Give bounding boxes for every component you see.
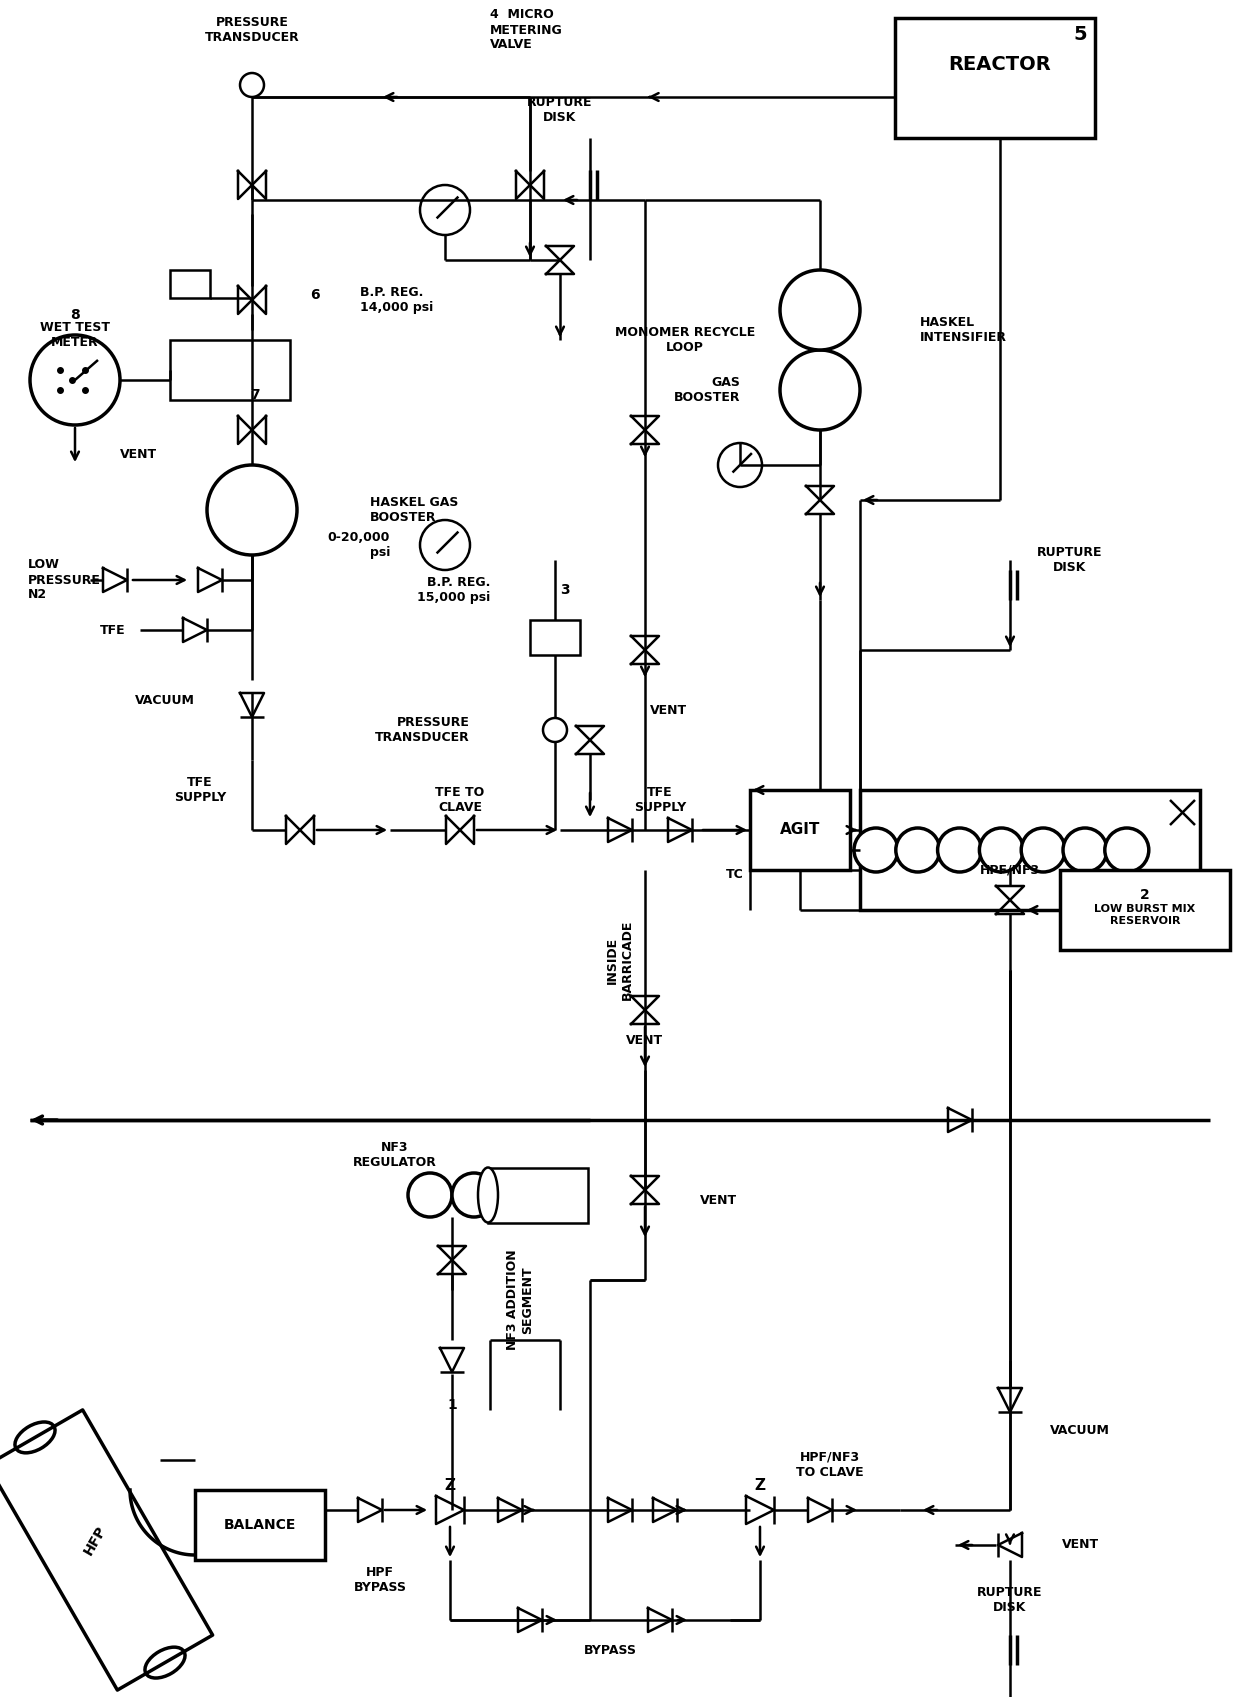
Circle shape (854, 828, 898, 872)
Circle shape (1063, 828, 1107, 872)
Text: AGIT: AGIT (780, 823, 820, 838)
Bar (170, 270, 210, 299)
Text: VACUUM: VACUUM (1050, 1424, 1110, 1436)
Text: NF3 ADDITION
SEGMENT: NF3 ADDITION SEGMENT (506, 1249, 534, 1351)
Text: TFE
SUPPLY: TFE SUPPLY (634, 786, 686, 815)
Text: Z: Z (754, 1478, 765, 1492)
Text: TC: TC (727, 869, 744, 881)
Text: 0-20,000
psi: 0-20,000 psi (327, 531, 391, 558)
Text: HASKEL GAS
BOOSTER: HASKEL GAS BOOSTER (370, 496, 459, 524)
Text: REACTOR: REACTOR (949, 56, 1052, 75)
Text: VENT: VENT (701, 1193, 737, 1207)
Ellipse shape (477, 1168, 498, 1222)
Text: VENT: VENT (120, 448, 157, 462)
Circle shape (241, 73, 264, 97)
Circle shape (1022, 828, 1065, 872)
Text: RUPTURE
DISK: RUPTURE DISK (977, 1587, 1043, 1614)
Text: GAS
BOOSTER: GAS BOOSTER (673, 377, 740, 404)
Bar (489, 1168, 588, 1224)
Text: MONOMER RECYCLE
LOOP: MONOMER RECYCLE LOOP (615, 326, 755, 355)
Text: HPF
BYPASS: HPF BYPASS (353, 1566, 407, 1593)
Text: 1: 1 (448, 1398, 456, 1412)
Text: RUPTURE
DISK: RUPTURE DISK (527, 97, 593, 124)
Circle shape (207, 465, 298, 555)
Text: B.P. REG.
14,000 psi: B.P. REG. 14,000 psi (360, 287, 433, 314)
Circle shape (780, 350, 861, 429)
Circle shape (30, 334, 120, 424)
Text: PRESSURE
TRANSDUCER: PRESSURE TRANSDUCER (376, 716, 470, 743)
Circle shape (895, 828, 940, 872)
Circle shape (980, 828, 1023, 872)
Text: TFE: TFE (100, 623, 125, 636)
Text: INSIDE
BARRICADE: INSIDE BARRICADE (606, 920, 634, 1000)
Text: LOW
PRESSURE
N2: LOW PRESSURE N2 (29, 558, 100, 601)
Text: VENT: VENT (650, 704, 687, 716)
Circle shape (780, 270, 861, 350)
Text: NF3
REGULATOR: NF3 REGULATOR (353, 1140, 436, 1169)
Ellipse shape (145, 1648, 185, 1678)
Text: VENT: VENT (626, 1033, 663, 1047)
Text: HPF/NF3: HPF/NF3 (980, 864, 1040, 876)
Text: HFP: HFP (81, 1522, 109, 1558)
Text: 6: 6 (310, 288, 320, 302)
Bar (529, 619, 580, 655)
Text: 7: 7 (250, 389, 259, 402)
Text: VENT: VENT (1061, 1539, 1099, 1551)
Text: LOW BURST MIX
RESERVOIR: LOW BURST MIX RESERVOIR (1095, 905, 1195, 927)
Text: BYPASS: BYPASS (584, 1643, 636, 1656)
Text: 5: 5 (1073, 25, 1086, 44)
Text: VACUUM: VACUUM (135, 694, 195, 706)
Circle shape (1105, 828, 1148, 872)
Bar (195, 1490, 325, 1560)
Text: RUPTURE
DISK: RUPTURE DISK (1037, 546, 1102, 574)
Text: HPF/NF3
TO CLAVE: HPF/NF3 TO CLAVE (796, 1451, 864, 1480)
Text: 4  MICRO
METERING
VALVE: 4 MICRO METERING VALVE (490, 8, 563, 51)
Text: HASKEL
INTENSIFIER: HASKEL INTENSIFIER (920, 316, 1007, 344)
Circle shape (453, 1173, 496, 1217)
Text: TFE
SUPPLY: TFE SUPPLY (174, 776, 226, 804)
Text: Z: Z (444, 1478, 455, 1492)
Circle shape (420, 519, 470, 570)
Circle shape (420, 185, 470, 234)
Circle shape (408, 1173, 453, 1217)
Bar (170, 339, 290, 400)
Text: BALANCE: BALANCE (223, 1519, 296, 1532)
Text: 8: 8 (71, 307, 79, 322)
Bar (750, 791, 849, 871)
Circle shape (937, 828, 982, 872)
Bar (1060, 871, 1230, 950)
Bar (895, 19, 1095, 137)
Text: B.P. REG.
15,000 psi: B.P. REG. 15,000 psi (417, 575, 490, 604)
Text: TFE TO
CLAVE: TFE TO CLAVE (435, 786, 485, 815)
Ellipse shape (15, 1422, 55, 1453)
Circle shape (543, 718, 567, 742)
Text: 3: 3 (560, 584, 570, 597)
Text: WET TEST
METER: WET TEST METER (40, 321, 110, 350)
Circle shape (718, 443, 763, 487)
Text: 2: 2 (1140, 888, 1149, 903)
Bar (861, 791, 1200, 910)
Text: PRESSURE
TRANSDUCER: PRESSURE TRANSDUCER (205, 15, 299, 44)
